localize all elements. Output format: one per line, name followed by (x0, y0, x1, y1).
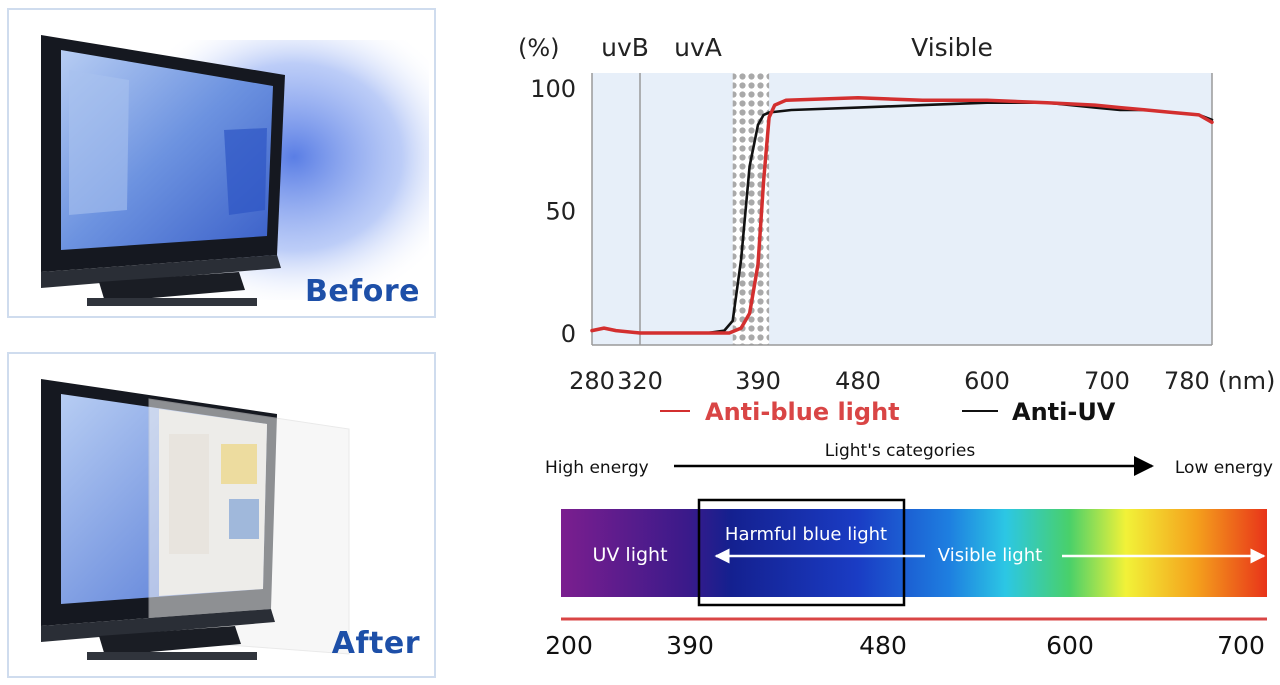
x-tick-label: 600 (964, 367, 1010, 395)
tv-before-illustration (41, 35, 429, 306)
x-tick-label: 480 (835, 367, 881, 395)
x-unit-label: (nm) (1218, 367, 1275, 395)
legend-label: Anti-blue light (705, 398, 900, 426)
x-tick-label: 320 (617, 367, 663, 395)
visible-light-label: Visible light (938, 545, 1042, 566)
spectrum-tick-label: 390 (666, 631, 714, 660)
spectrum-tick-label: 600 (1046, 631, 1094, 660)
y-tick-label: 100 (530, 75, 576, 103)
after-panel: After (7, 352, 436, 678)
y-tick-label: 50 (545, 198, 576, 226)
y-axis-label: (%) (518, 34, 560, 62)
spectrum-tick-label: 200 (545, 631, 593, 660)
spectrum-gradient-bar (561, 509, 1267, 597)
harmful-blue-light-box (697, 498, 906, 607)
harmful-blue-light-label: Harmful blue light (725, 524, 887, 545)
x-tick-label: 780 (1164, 367, 1210, 395)
uv-light-label: UV light (592, 544, 667, 566)
region-label: uvB (601, 33, 649, 62)
line-chart: 0 50 100 280 320 390 480 600 700 780 (nm) uvB uvA V… (518, 33, 1275, 426)
spectrum-chart: Light's categories High energy Low energ… (545, 441, 1273, 660)
x-tick-label: 700 (1084, 367, 1130, 395)
region-label: Visible (911, 33, 993, 62)
spectrum-tick-label: 480 (859, 631, 907, 660)
plot-area (592, 73, 1212, 345)
region-labels: uvB uvA Visible (601, 33, 993, 62)
y-axis-ticks: 0 50 100 (530, 75, 576, 348)
spectrum-tick-label: 700 (1217, 631, 1265, 660)
spectrum-title: Light's categories (825, 441, 976, 461)
series-lines (590, 96, 1214, 335)
high-energy-label: High energy (545, 458, 649, 478)
x-axis-ticks: 280 320 390 480 600 700 780 (nm) (569, 367, 1275, 395)
region-label: uvA (674, 33, 722, 62)
legend: Anti-blue light Anti-UV (660, 398, 1116, 426)
x-tick-label: 390 (735, 367, 781, 395)
before-panel: Before (7, 8, 436, 318)
y-tick-label: 0 (561, 320, 576, 348)
legend-label: Anti-UV (1012, 398, 1116, 426)
before-label: Before (304, 274, 420, 309)
spectrum-tick-labels: 200 390 480 600 700 (545, 631, 1265, 660)
x-tick-label: 280 (569, 367, 615, 395)
series-line-anti-blue-light (590, 96, 1214, 335)
tv-after-illustration (41, 379, 350, 660)
after-label: After (331, 626, 420, 661)
low-energy-label: Low energy (1175, 458, 1273, 478)
